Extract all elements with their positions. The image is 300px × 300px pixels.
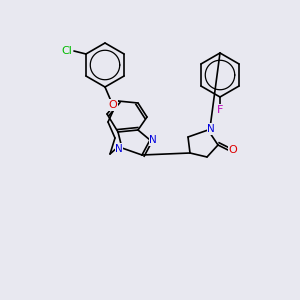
Text: F: F <box>217 105 223 115</box>
Text: N: N <box>115 144 123 154</box>
Text: O: O <box>229 145 237 155</box>
Text: Cl: Cl <box>61 46 72 56</box>
Text: O: O <box>109 100 117 110</box>
Text: N: N <box>149 135 157 145</box>
Text: N: N <box>207 124 215 134</box>
